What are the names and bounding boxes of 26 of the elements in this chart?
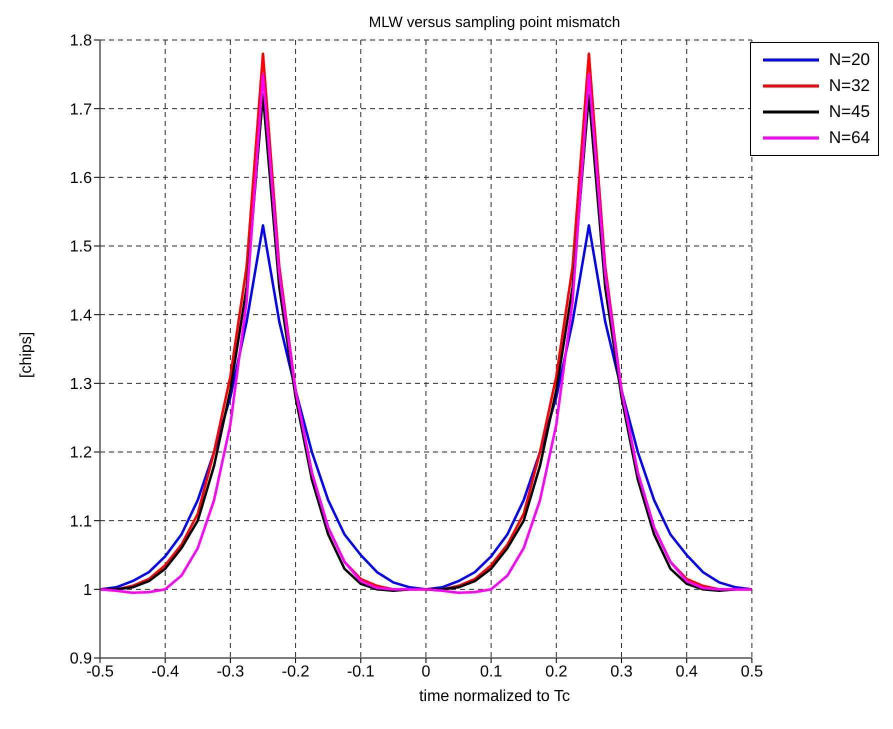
y-tick-label: 1.6 <box>70 170 92 188</box>
legend-label: N=64 <box>828 127 870 149</box>
legend-label: N=32 <box>828 75 870 97</box>
x-tick-label: 0 <box>421 663 430 680</box>
y-axis-title: [chips] <box>18 332 35 378</box>
legend-label: N=20 <box>828 49 870 71</box>
y-tick-label: 1.4 <box>70 307 92 324</box>
y-tick-label: 1.2 <box>70 444 92 462</box>
x-tick-label: 0.1 <box>480 663 502 680</box>
legend-label: N=45 <box>828 101 870 123</box>
y-tick-label: 1 <box>83 582 92 600</box>
y-tick-label: 1.5 <box>70 238 92 256</box>
y-tick-label: 1.7 <box>70 101 92 118</box>
x-tick-label: 0.3 <box>610 663 633 680</box>
y-tick-label: 1.3 <box>70 376 92 394</box>
x-tick-label: 0.4 <box>676 663 698 680</box>
x-tick-label: -0.4 <box>151 663 180 680</box>
x-tick-label: -0.3 <box>216 663 244 680</box>
x-tick-label: 0.2 <box>545 663 568 680</box>
x-tick-label: -0.2 <box>282 663 310 680</box>
x-tick-label: 0.5 <box>740 663 764 680</box>
y-tick-label: 1.1 <box>70 513 92 530</box>
chart-title: MLW versus sampling point mismatch <box>368 14 622 31</box>
x-tick-label: -0.1 <box>346 663 375 680</box>
x-axis-title: time normalized to Tc <box>418 688 571 706</box>
y-tick-label: 1.8 <box>70 32 92 50</box>
